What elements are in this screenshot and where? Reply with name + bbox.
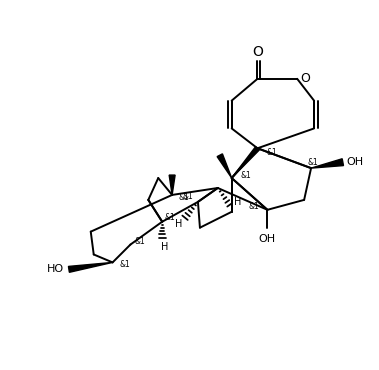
Text: &1: &1 [266, 148, 277, 157]
Text: OH: OH [346, 157, 363, 167]
Text: H: H [175, 219, 183, 229]
Polygon shape [169, 175, 175, 195]
Text: &1: &1 [165, 213, 175, 222]
Text: O: O [300, 72, 310, 85]
Polygon shape [217, 154, 232, 178]
Text: &1: &1 [119, 260, 130, 269]
Text: &1: &1 [135, 237, 146, 246]
Text: H: H [160, 242, 168, 252]
Text: &1: &1 [308, 158, 318, 166]
Text: &1: &1 [248, 202, 259, 211]
Polygon shape [69, 262, 113, 272]
Polygon shape [311, 159, 343, 168]
Text: H: H [234, 197, 241, 207]
Text: OH: OH [259, 233, 276, 243]
Text: &1: &1 [179, 194, 190, 202]
Polygon shape [232, 147, 259, 178]
Text: &1: &1 [240, 171, 251, 179]
Text: HO: HO [47, 264, 64, 275]
Text: &1: &1 [183, 192, 193, 201]
Text: O: O [252, 45, 263, 59]
